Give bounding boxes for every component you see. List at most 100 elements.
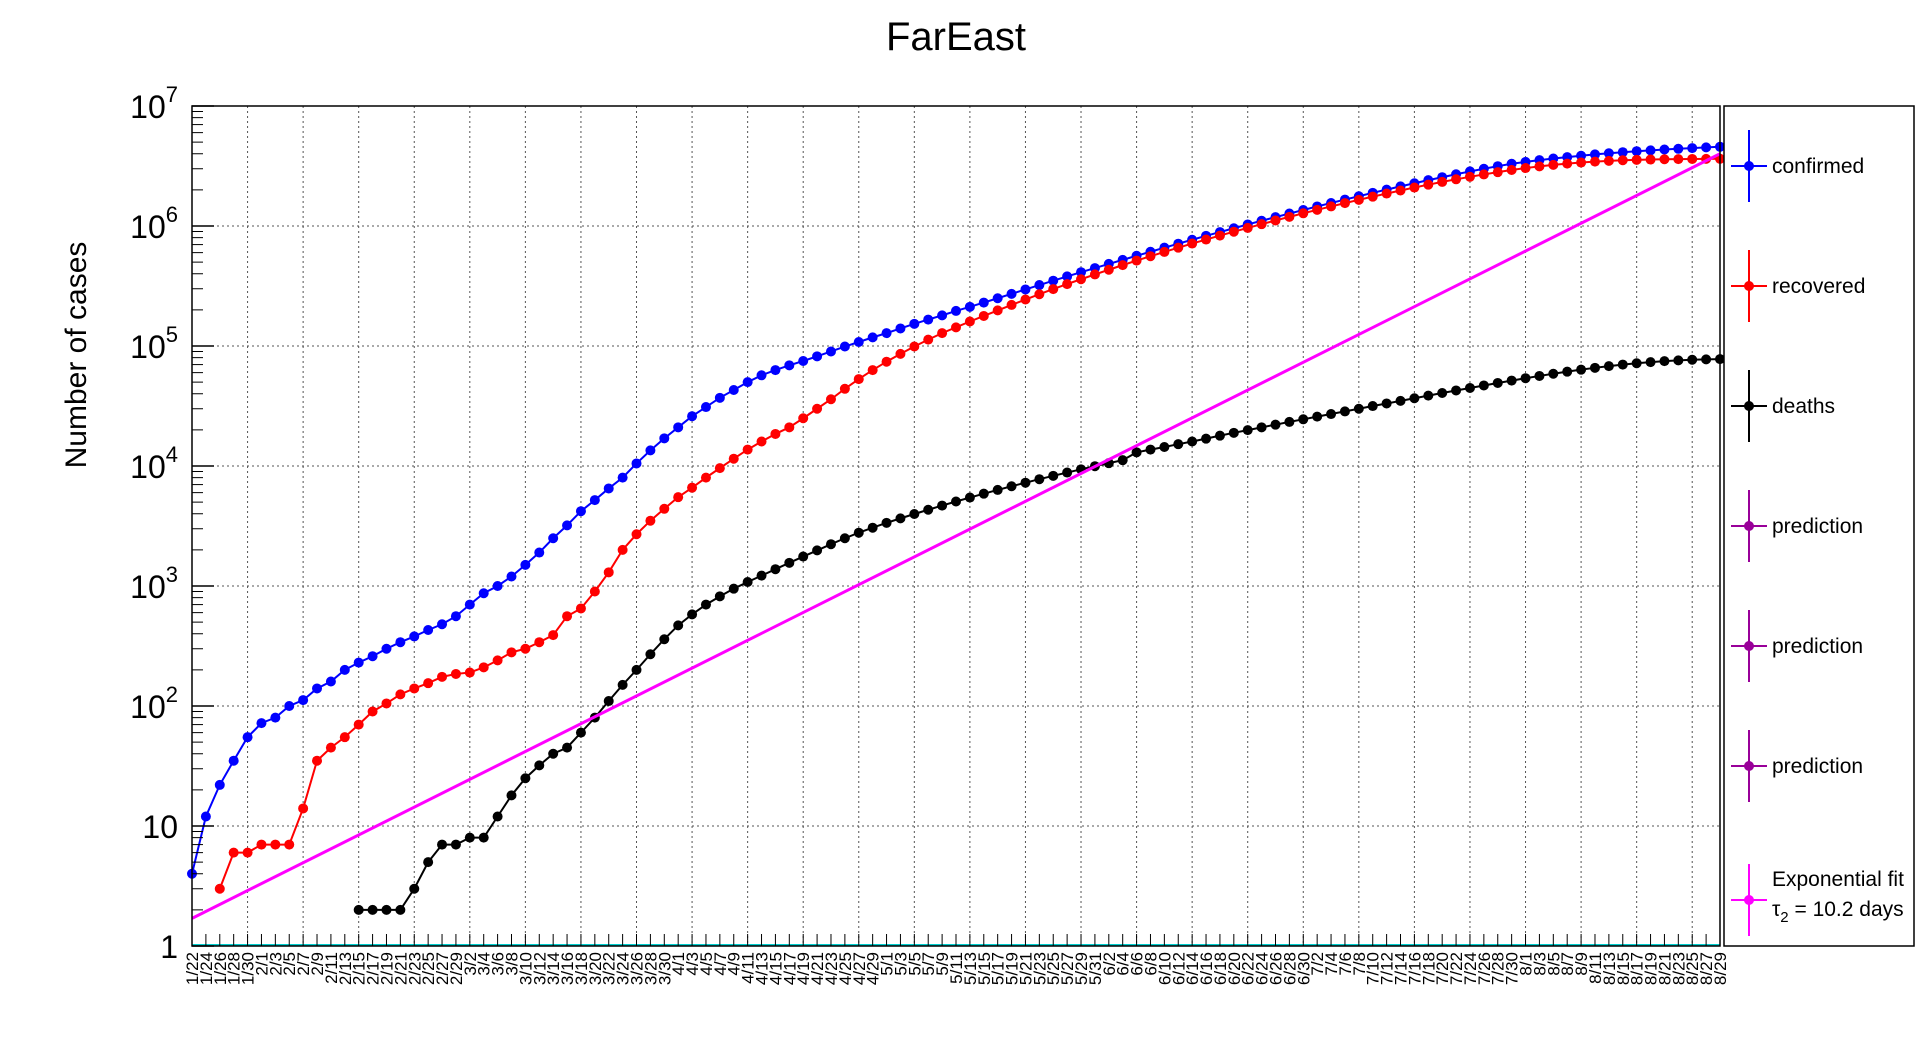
data-point: [423, 857, 434, 868]
data-point: [853, 336, 864, 347]
data-point: [1353, 194, 1364, 205]
x-tick-label: 3/2: [461, 952, 480, 976]
data-point: [673, 492, 684, 503]
x-tick-label: 2/17: [364, 952, 383, 985]
data-point: [1145, 444, 1156, 455]
data-point: [770, 365, 781, 376]
data-point: [1173, 439, 1184, 450]
x-tick-label: 3/20: [586, 952, 605, 985]
data-point: [1048, 275, 1059, 286]
data-point: [1159, 246, 1170, 257]
fit-line: [191, 152, 1721, 920]
x-tick-label: 5/31: [1086, 952, 1105, 985]
data-point: [284, 701, 295, 711]
x-tick-label: 7/26: [1475, 952, 1494, 985]
x-tick-label: 7/6: [1336, 952, 1355, 976]
x-tick-label: 6/4: [1114, 952, 1133, 976]
x-tick-label: 6/24: [1253, 952, 1272, 985]
data-point: [478, 662, 489, 673]
x-tick-label: 7/16: [1405, 952, 1424, 985]
legend-marker: [1744, 641, 1754, 651]
x-tick-label: 2/5: [280, 952, 299, 976]
data-point: [853, 527, 864, 538]
data-point: [1159, 441, 1170, 452]
x-tick-label: 5/21: [1016, 952, 1035, 985]
data-point: [1534, 370, 1545, 381]
x-tick-label: 6/2: [1100, 952, 1119, 976]
x-tick-label: 5/23: [1030, 952, 1049, 985]
y-tick-label: 1: [160, 929, 178, 965]
data-point: [1201, 234, 1212, 245]
series-deaths: [353, 354, 1725, 915]
x-tick-label: 7/14: [1392, 952, 1411, 985]
data-point: [270, 839, 281, 850]
x-tick-label: 3/26: [628, 952, 647, 985]
data-point: [951, 305, 961, 316]
data-point: [770, 564, 781, 575]
data-point: [839, 383, 850, 394]
x-tick-label: 6/22: [1239, 952, 1258, 985]
x-tick-label: 2/21: [391, 952, 410, 985]
data-point: [228, 847, 239, 858]
data-point: [409, 683, 420, 694]
x-tick-label: 5/11: [947, 952, 966, 984]
data-point: [256, 718, 267, 729]
data-point: [1631, 154, 1642, 165]
data-point: [492, 811, 503, 822]
x-tick-label: 4/5: [697, 952, 716, 976]
data-point: [1284, 211, 1295, 222]
x-tick-label: 5/5: [905, 952, 924, 976]
data-point: [700, 472, 711, 483]
data-point: [617, 544, 628, 555]
data-point: [298, 695, 309, 706]
data-point: [951, 496, 961, 507]
x-tick-label: 8/5: [1544, 952, 1563, 976]
data-point: [242, 732, 253, 743]
data-point: [728, 583, 739, 594]
data-point: [1673, 143, 1684, 154]
y-tick-label: 104: [130, 442, 178, 485]
data-point: [937, 310, 948, 321]
x-tick-label: 6/12: [1169, 952, 1188, 985]
data-point: [978, 488, 989, 499]
data-point: [659, 634, 670, 645]
data-point: [409, 631, 420, 642]
legend-marker: [1744, 401, 1754, 411]
data-point: [1548, 159, 1559, 170]
data-point: [589, 495, 600, 506]
data-point: [1603, 361, 1614, 372]
x-tick-label: 4/7: [711, 952, 730, 976]
data-point: [798, 413, 809, 424]
data-point: [1534, 161, 1545, 172]
data-point: [395, 637, 406, 648]
x-tick-label: 2/29: [447, 952, 466, 985]
x-tick-label: 1/24: [197, 952, 216, 985]
data-point: [1659, 356, 1670, 367]
x-tick-label: 8/1: [1517, 952, 1536, 976]
data-point: [1228, 427, 1239, 438]
x-tick-label: 7/22: [1447, 952, 1466, 985]
data-point: [548, 748, 559, 759]
data-point: [478, 588, 489, 599]
x-tick-label: 7/8: [1350, 952, 1369, 976]
data-point: [617, 679, 628, 690]
data-point: [1214, 430, 1225, 441]
data-point: [381, 904, 392, 915]
data-point: [506, 571, 517, 582]
data-point: [909, 318, 920, 329]
data-point: [1562, 158, 1573, 169]
data-point: [603, 567, 614, 578]
x-tick-label: 3/22: [600, 952, 619, 985]
x-tick-label: 5/15: [975, 952, 994, 985]
x-tick-label: 5/13: [961, 952, 980, 985]
data-point: [450, 611, 461, 622]
data-point: [617, 472, 628, 483]
data-point: [1451, 174, 1462, 185]
data-point: [1173, 242, 1184, 253]
data-point: [214, 883, 225, 894]
data-point: [1076, 274, 1087, 285]
data-point: [714, 463, 725, 474]
data-point: [1062, 271, 1073, 282]
data-point: [409, 883, 420, 894]
data-point: [1701, 354, 1712, 365]
